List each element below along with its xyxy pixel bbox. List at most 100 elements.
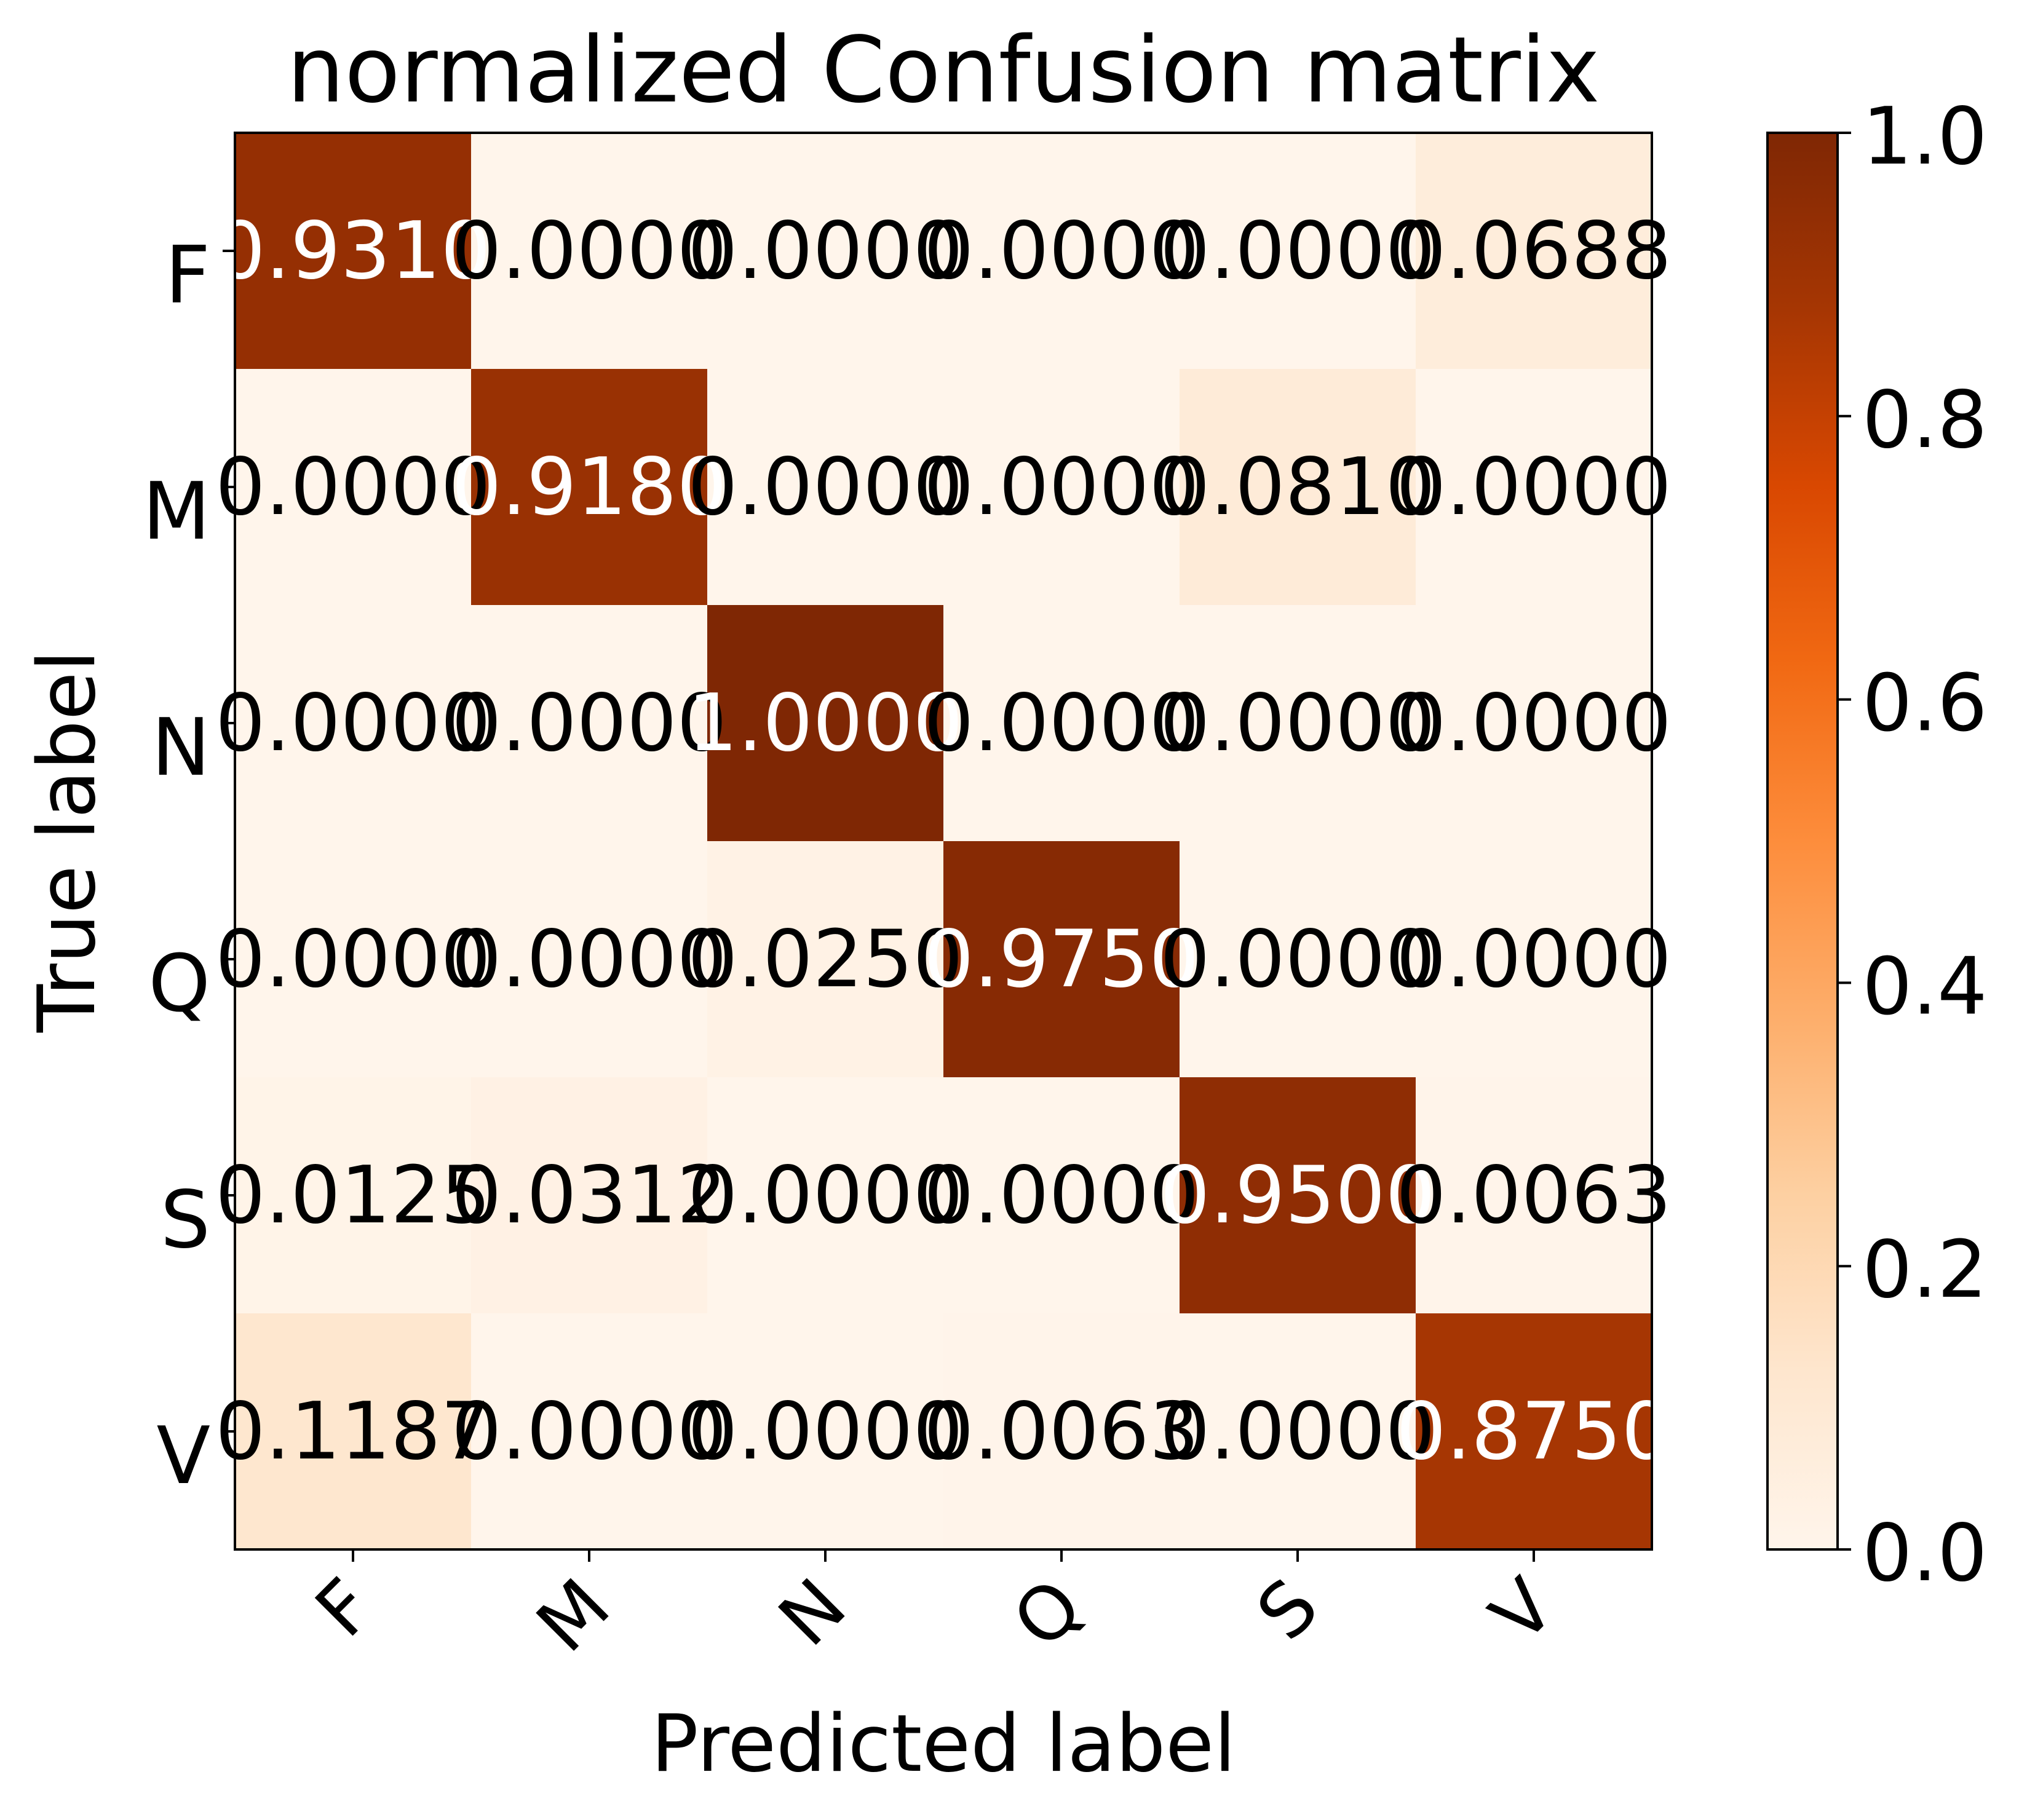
cell-value-V-F: 0.1187 (215, 1386, 491, 1478)
cell-value-N-V: 0.0000 (1396, 678, 1672, 769)
heatmap-cell-N-S (1180, 605, 1416, 842)
x-tick-label-N: N (763, 1563, 863, 1663)
chart-title: normalized Confusion matrix (287, 17, 1600, 123)
cell-value-F-V: 0.0688 (1396, 205, 1672, 297)
cell-value-V-V: 0.8750 (1396, 1386, 1672, 1478)
colorbar-tick-label: 1.0 (1862, 91, 1988, 183)
heatmap-cell-F-S (1180, 133, 1416, 370)
cell-value-N-F: 0.0000 (215, 678, 491, 769)
y-axis-ticks: F M N Q S V (143, 230, 235, 1502)
colorbar (1766, 132, 1839, 1551)
cell-value-Q-Q: 0.9750 (924, 914, 1199, 1005)
heatmap-cell-S-F (235, 1077, 472, 1314)
heatmap-cell-V-N (707, 1313, 944, 1550)
cell-value-F-Q: 0.0000 (924, 205, 1199, 297)
heatmap-cell-M-F (235, 369, 472, 606)
cell-value-M-N: 0.0000 (688, 441, 963, 533)
cell-value-Q-F: 0.0000 (215, 914, 491, 1005)
heatmap-cell-V-Q (943, 1313, 1180, 1550)
cell-value-S-S: 0.9500 (1160, 1150, 1435, 1241)
heatmap-cell-V-V (1416, 1313, 1652, 1550)
cell-value-F-M: 0.0000 (451, 205, 727, 297)
heatmap-cell-N-F (235, 605, 472, 842)
heatmap-cell-V-M (471, 1313, 708, 1550)
cell-value-M-F: 0.0000 (215, 441, 491, 533)
heatmap-cell-Q-F (235, 841, 472, 1078)
cell-value-F-S: 0.0000 (1160, 205, 1435, 297)
heatmap-cell-V-F (235, 1313, 472, 1550)
colorbar-tick-label: 0.4 (1862, 941, 1988, 1032)
heatmap-cell-M-Q (943, 369, 1180, 606)
cell-value-S-Q: 0.0000 (924, 1150, 1199, 1241)
x-tick-label-Q: Q (997, 1563, 1098, 1664)
x-tick-label-M: M (521, 1563, 627, 1669)
cell-value-F-N: 0.0000 (688, 205, 963, 297)
heatmap-cell-N-M (471, 605, 708, 842)
cell-value-Q-S: 0.0000 (1160, 914, 1435, 1005)
x-tick-label-V: V (1475, 1563, 1571, 1659)
y-tick-label-N: N (151, 702, 210, 794)
cell-value-M-V: 0.0000 (1396, 441, 1672, 533)
heatmap-cell-F-N (707, 133, 944, 370)
colorbar-tick-label: 0.2 (1862, 1224, 1988, 1316)
heatmap-cell-N-V (1416, 605, 1652, 842)
cell-value-N-N: 1.0000 (688, 678, 963, 769)
cell-value-V-Q: 0.0063 (924, 1386, 1199, 1478)
heatmap-cell-V-S (1180, 1313, 1416, 1550)
cell-value-Q-N: 0.0250 (688, 914, 963, 1005)
cell-value-M-S: 0.0810 (1160, 441, 1435, 533)
heatmap-cell-Q-S (1180, 841, 1416, 1078)
colorbar-ticks: 0.0 0.2 0.4 0.6 0.8 1.0 (1838, 91, 1988, 1599)
cell-value-V-N: 0.0000 (688, 1386, 963, 1478)
heatmap-cell-M-V (1416, 369, 1652, 606)
y-tick-label-M: M (143, 466, 210, 558)
cell-value-N-Q: 0.0000 (924, 678, 1199, 769)
heatmap-cell-S-V (1416, 1077, 1652, 1314)
cell-value-F-F: 0.9310 (215, 205, 491, 297)
heatmap-cell-S-N (707, 1077, 944, 1314)
cell-value-Q-M: 0.0000 (451, 914, 727, 1005)
heatmap-cell-Q-N (707, 841, 944, 1078)
heatmap-cell-Q-M (471, 841, 708, 1078)
heatmap-cell-Q-Q (943, 841, 1180, 1078)
cell-value-M-M: 0.9180 (451, 441, 727, 533)
cell-value-S-F: 0.0125 (215, 1150, 491, 1241)
heatmap-cell-S-S (1180, 1077, 1416, 1314)
heatmap-cell-S-M (471, 1077, 708, 1314)
colorbar-tick-label: 0.6 (1862, 658, 1988, 750)
colorbar-tick-label: 0.8 (1862, 374, 1988, 466)
colorbar-tick-label: 0.0 (1862, 1508, 1988, 1599)
cell-value-V-M: 0.0000 (451, 1386, 727, 1478)
y-axis-label: True label (22, 650, 113, 1033)
cell-value-S-N: 0.0000 (688, 1150, 963, 1241)
heatmap-cells (235, 133, 1652, 1550)
heatmap-cell-M-S (1180, 369, 1416, 606)
cell-value-S-M: 0.0312 (451, 1150, 727, 1241)
plot-frame (234, 132, 1653, 1551)
cell-value-S-V: 0.0063 (1396, 1150, 1672, 1241)
heatmap-cell-S-Q (943, 1077, 1180, 1314)
heatmap-cell-labels: 0.93100.00000.00000.00000.00000.06880.00… (215, 205, 1672, 1478)
heatmap-cell-F-M (471, 133, 708, 370)
heatmap-cell-N-Q (943, 605, 1180, 842)
cell-value-Q-V: 0.0000 (1396, 914, 1672, 1005)
heatmap-cell-F-Q (943, 133, 1180, 370)
x-axis-label: Predicted label (651, 1698, 1236, 1790)
y-tick-label-S: S (161, 1174, 210, 1266)
x-tick-label-S: S (1241, 1563, 1335, 1656)
cell-value-V-S: 0.0000 (1160, 1386, 1435, 1478)
y-tick-label-F: F (165, 230, 210, 322)
heatmap-cell-N-N (707, 605, 944, 842)
y-tick-label-Q: Q (148, 938, 210, 1030)
heatmap-cell-F-V (1416, 133, 1652, 370)
x-tick-label-F: F (299, 1563, 390, 1653)
cell-value-N-S: 0.0000 (1160, 678, 1435, 769)
cell-value-M-Q: 0.0000 (924, 441, 1199, 533)
y-tick-label-V: V (156, 1410, 210, 1502)
heatmap-cell-M-N (707, 369, 944, 606)
heatmap-cell-Q-V (1416, 841, 1652, 1078)
heatmap-cell-M-M (471, 369, 708, 606)
